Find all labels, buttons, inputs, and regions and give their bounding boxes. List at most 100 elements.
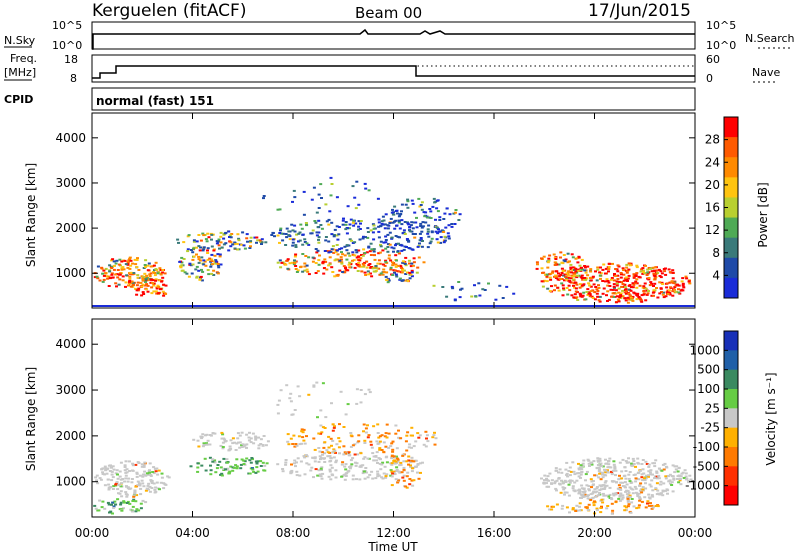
power-cell [230, 233, 234, 235]
power-cell [337, 233, 341, 236]
velocity-cell [581, 490, 585, 493]
power-colorbar-segment [724, 137, 738, 158]
velocity-cell [132, 498, 136, 501]
power-cell [112, 260, 116, 263]
power-cell [314, 221, 318, 224]
velocity-cell [298, 443, 302, 446]
velocity-cell [623, 509, 627, 512]
power-cell [359, 222, 362, 225]
velocity-cell [632, 462, 636, 465]
velocity-cell [254, 437, 258, 439]
velocity-cell [543, 479, 546, 482]
velocity-cell [101, 473, 105, 475]
power-cell [270, 234, 274, 236]
velocity-cell [108, 470, 112, 472]
power-cell [568, 260, 571, 263]
velocity-cell [545, 482, 548, 485]
velocity-cell [235, 467, 239, 470]
velocity-cell [349, 445, 353, 448]
power-cell [553, 284, 557, 287]
power-cell [564, 258, 568, 261]
velocity-cell [382, 441, 386, 444]
velocity-colorbar-label: Velocity [m s⁻¹] [764, 372, 778, 465]
velocity-cell [284, 461, 288, 464]
velocity-cell [229, 439, 233, 442]
velocity-cell [237, 441, 240, 444]
velocity-cell [356, 453, 360, 456]
power-cell [149, 272, 153, 275]
power-cell [580, 266, 583, 269]
velocity-cell [631, 457, 635, 460]
velocity-cell [334, 469, 338, 472]
velocity-cell [156, 473, 160, 476]
velocity-cell [648, 497, 652, 500]
velocity-cell [374, 455, 378, 457]
velocity-cell [577, 475, 581, 478]
power-cell [551, 271, 554, 274]
velocity-cell [406, 431, 410, 434]
power-cell [154, 261, 158, 264]
power-cell [392, 247, 396, 250]
power-cell [339, 256, 343, 259]
power-cell [245, 237, 249, 240]
velocity-cell [390, 475, 394, 478]
velocity-cell [111, 512, 114, 515]
power-cell [554, 274, 558, 277]
nsearch-label: N.Search [745, 32, 795, 45]
power-cell [438, 230, 442, 233]
velocity-cell [151, 471, 155, 473]
power-cell [501, 297, 505, 299]
power-cell [407, 259, 411, 262]
velocity-cell [678, 478, 682, 480]
velocity-cell [356, 441, 360, 444]
velocity-cell [664, 477, 668, 480]
velocity-cell [152, 482, 156, 485]
power-cell [152, 284, 156, 287]
power-cell [236, 233, 240, 236]
velocity-cell [575, 472, 579, 475]
velocity-cell [144, 474, 148, 477]
power-cell [436, 241, 440, 244]
power-cell [553, 264, 557, 266]
velocity-cell [149, 480, 153, 483]
velocity-cell [310, 466, 314, 469]
power-cell [576, 299, 580, 301]
power-cell [187, 275, 191, 278]
velocity-cell [379, 468, 383, 471]
x-tick-label: 16:00 [477, 526, 512, 540]
power-cell [249, 245, 252, 248]
velocity-cell [600, 498, 604, 501]
velocity-cell [245, 446, 248, 449]
power-cell [663, 270, 667, 273]
power-cell [429, 217, 433, 219]
velocity-cell [407, 463, 410, 466]
power-cell [643, 272, 647, 275]
power-cell [618, 296, 622, 299]
velocity-cell [655, 475, 659, 478]
velocity-cell [614, 500, 618, 503]
velocity-cell [395, 468, 399, 471]
velocity-cell [397, 436, 401, 439]
velocity-cell [640, 463, 644, 465]
power-cell [580, 268, 584, 271]
velocity-cell [598, 489, 602, 492]
power-cell [626, 296, 630, 299]
velocity-cell [601, 473, 604, 476]
velocity-cell [671, 464, 675, 467]
power-cell [151, 282, 154, 285]
power-cell [357, 225, 361, 228]
power-cell [372, 238, 376, 241]
power-cell [359, 257, 363, 260]
power-cell [394, 263, 398, 266]
velocity-cell [321, 382, 325, 385]
velocity-cell [249, 461, 253, 464]
velocity-cell [149, 473, 153, 476]
power-cell [583, 269, 587, 272]
velocity-cell [599, 471, 603, 474]
power-cell [307, 243, 311, 246]
velocity-cell [350, 463, 354, 466]
velocity-cell [103, 507, 107, 510]
power-cell [130, 280, 134, 283]
velocity-cell [115, 482, 118, 485]
power-cell [256, 239, 260, 242]
